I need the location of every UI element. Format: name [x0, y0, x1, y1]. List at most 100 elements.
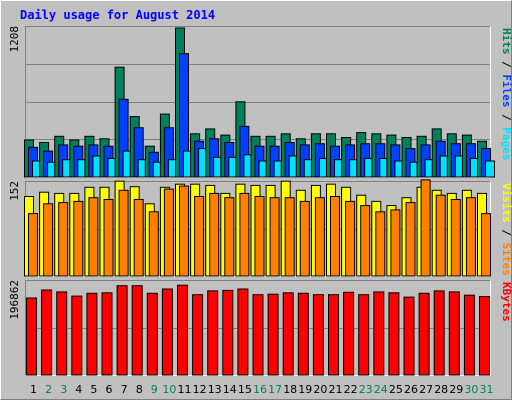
- x-tick-label: 12: [193, 383, 207, 396]
- legend-entry: Hits: [500, 28, 512, 55]
- bar-kbytes-day-25: [388, 292, 400, 376]
- legend-entry: Sites: [500, 243, 512, 276]
- panel-bevel-dark: [25, 280, 491, 376]
- x-tick-label: 2: [45, 383, 52, 396]
- x-tick-label: 27: [419, 383, 433, 396]
- bar-sites-day-3: [58, 202, 69, 277]
- bar-kbytes-day-10: [161, 288, 173, 376]
- bar-sites-day-13: [209, 192, 220, 277]
- bar-kbytes-day-2: [41, 289, 53, 376]
- x-tick-label: 23: [359, 383, 373, 396]
- x-tick-label: 15: [238, 383, 252, 396]
- bar-sites-day-24: [375, 211, 386, 277]
- bar-kbytes-day-1: [26, 297, 37, 376]
- legend-entry: Files: [500, 74, 512, 107]
- bar-pages-day-31: [485, 160, 495, 178]
- bar-kbytes-day-3: [56, 291, 68, 376]
- bar-sites-day-29: [450, 199, 461, 277]
- legend: KBytes: [500, 282, 512, 322]
- x-tick-label: 4: [75, 383, 82, 396]
- bar-kbytes-day-11: [177, 284, 188, 376]
- x-tick-label: 22: [344, 383, 358, 396]
- bar-kbytes-day-19: [297, 292, 309, 376]
- bar-sites-day-31: [481, 213, 491, 277]
- panel-bevel-dark: [25, 26, 491, 178]
- bar-kbytes-day-12: [192, 294, 204, 376]
- x-tick-label: 25: [389, 383, 403, 396]
- y-max-label: 152: [8, 181, 21, 201]
- legend-entry: /: [500, 108, 512, 128]
- y-max-label: 196862: [8, 280, 21, 320]
- bar-sites-day-7: [118, 189, 129, 277]
- x-tick-label: 3: [60, 383, 67, 396]
- x-tick-label: 24: [374, 383, 388, 396]
- x-tick-label: 21: [329, 383, 343, 396]
- x-tick-label: 30: [464, 383, 478, 396]
- bar-sites-day-14: [224, 197, 235, 277]
- bar-sites-day-5: [88, 197, 99, 277]
- bar-sites-day-8: [133, 199, 144, 277]
- bar-kbytes-day-30: [463, 294, 475, 376]
- x-tick-label: 31: [480, 383, 494, 396]
- bar-kbytes-day-13: [207, 290, 219, 376]
- bar-kbytes-day-31: [479, 296, 490, 376]
- x-axis-labels: 1 2 3 4 5 6 7 8 9 10 11 12 13 14 15 16 17 18 19 20 21 22 23 24 2…: [30, 383, 494, 396]
- chart-panel-3: 196862 KBytes: [8, 280, 512, 376]
- bar-sites-day-15: [239, 192, 250, 277]
- x-tick-label: 1: [30, 383, 37, 396]
- bar-sites-day-21: [330, 196, 340, 277]
- bar-sites-day-11: [179, 185, 189, 277]
- bar-sites-day-27: [420, 179, 431, 277]
- chart-title: Daily usage for August 2014: [20, 8, 215, 22]
- bar-sites-day-17: [269, 197, 280, 277]
- bar-sites-day-22: [345, 200, 356, 277]
- x-tick-label: 18: [283, 383, 297, 396]
- bar-kbytes-day-24: [373, 291, 385, 376]
- x-tick-label: 5: [90, 383, 97, 396]
- bar-kbytes-day-23: [358, 294, 370, 376]
- legend: Visits / Sites: [500, 183, 512, 276]
- bar-kbytes-day-21: [328, 294, 339, 376]
- x-tick-label: 16: [253, 383, 267, 396]
- x-tick-label: 19: [298, 383, 312, 396]
- bar-sites-day-16: [254, 196, 265, 277]
- bar-sites-day-6: [103, 199, 114, 277]
- bar-kbytes-day-7: [116, 285, 128, 376]
- bar-kbytes-day-5: [86, 292, 98, 376]
- bar-sites-day-20: [314, 197, 325, 277]
- chart-panel-2: 152 Visits / Sites: [8, 179, 512, 277]
- bar-kbytes-day-16: [252, 294, 264, 376]
- bar-sites-day-1: [28, 213, 38, 277]
- bar-kbytes-day-29: [448, 291, 460, 376]
- legend-entry: Visits: [500, 183, 512, 223]
- x-tick-label: 8: [136, 383, 143, 396]
- bar-kbytes-day-28: [433, 290, 445, 376]
- bar-kbytes-day-27: [418, 292, 430, 376]
- bar-kbytes-day-8: [131, 285, 143, 376]
- bar-sites-day-2: [43, 203, 54, 277]
- legend-entry: KBytes: [500, 282, 512, 322]
- bar-sites-day-4: [73, 200, 84, 277]
- x-tick-label: 13: [208, 383, 222, 396]
- y-max-label: 1208: [8, 26, 21, 53]
- bar-sites-day-28: [435, 194, 446, 277]
- bar-sites-day-30: [465, 197, 476, 277]
- bar-sites-day-25: [390, 209, 401, 277]
- bar-kbytes-day-20: [312, 294, 324, 376]
- x-tick-label: 20: [313, 383, 327, 396]
- x-tick-label: 9: [151, 383, 158, 396]
- x-tick-label: 11: [178, 383, 192, 396]
- bar-sites-day-9: [148, 211, 159, 277]
- x-tick-label: 28: [434, 383, 448, 396]
- legend-entry: Pages: [500, 127, 512, 160]
- bar-sites-day-12: [194, 196, 205, 277]
- x-tick-label: 17: [268, 383, 282, 396]
- bar-kbytes-day-17: [267, 293, 279, 376]
- x-tick-label: 6: [106, 383, 113, 396]
- bar-kbytes-day-6: [101, 292, 113, 376]
- bar-kbytes-day-22: [343, 291, 355, 376]
- legend-entry: /: [500, 55, 512, 75]
- bar-kbytes-day-14: [222, 289, 234, 376]
